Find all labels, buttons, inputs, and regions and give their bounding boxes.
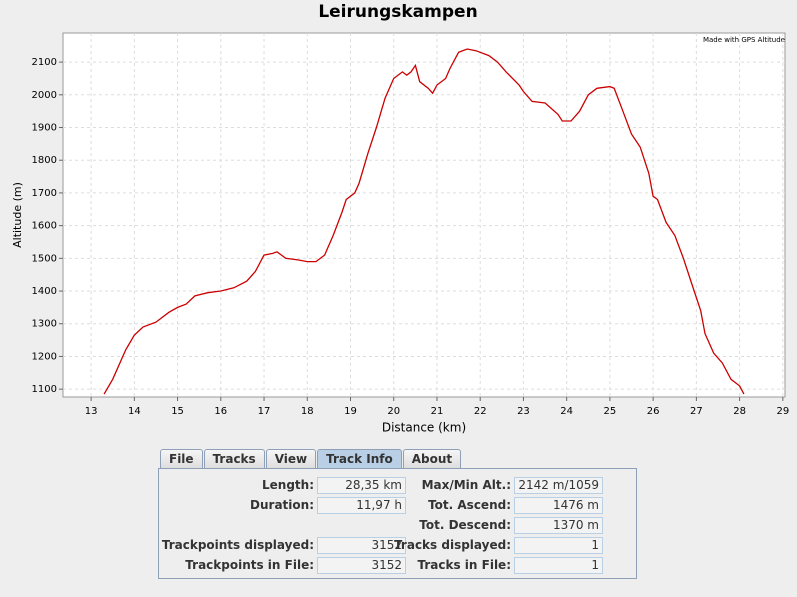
x-tick-label: 20 <box>387 406 400 417</box>
tab[interactable]: Track Info <box>317 449 402 469</box>
y-tick-label: 1600 <box>32 221 57 232</box>
x-axis-label: Distance (km) <box>382 421 466 435</box>
tab[interactable]: View <box>265 449 317 469</box>
y-tick-label: 2000 <box>32 90 57 101</box>
y-axis-label: Altitude (m) <box>11 182 24 248</box>
field-label: Length: <box>262 478 314 492</box>
x-tick-label: 23 <box>517 406 530 417</box>
field-value: 1 <box>514 557 603 574</box>
x-tick-label: 14 <box>128 406 141 417</box>
field-label: Duration: <box>250 498 314 512</box>
field-label: Tot. Ascend: <box>428 498 511 512</box>
field-label: Trackpoints displayed: <box>161 538 314 552</box>
tab[interactable]: About <box>402 449 462 469</box>
altitude-line <box>103 48 745 395</box>
x-tick-label: 24 <box>560 406 573 417</box>
x-tick-label: 25 <box>604 406 617 417</box>
x-tick-label: 26 <box>647 406 660 417</box>
y-tick-label: 1400 <box>32 286 57 297</box>
plot-area <box>62 32 786 398</box>
annotation: Made with GPS Altitude <box>703 36 785 44</box>
x-tick-label: 13 <box>85 406 98 417</box>
x-tick-label: 28 <box>733 406 746 417</box>
field-value: 3152 <box>317 537 406 554</box>
y-tick-label: 1300 <box>32 319 57 330</box>
chart-title: Leirungskampen <box>318 2 477 22</box>
field-label: Tracks in File: <box>417 558 512 572</box>
field-value: 1370 m <box>514 517 603 534</box>
y-tick-label: 2100 <box>32 57 57 68</box>
field-label: Max/Min Alt.: <box>421 478 511 492</box>
y-tick-label: 1500 <box>32 253 57 264</box>
y-tick-label: 1800 <box>32 155 57 166</box>
y-tick-label: 1900 <box>32 123 57 134</box>
info-panel: Length: 28,35 km Max/Min Alt.: 2142 m/1059 … <box>158 468 637 579</box>
y-tick-label: 1700 <box>32 188 57 199</box>
x-tick-label: 19 <box>344 406 357 417</box>
x-tick-label: 21 <box>431 406 444 417</box>
field-value: 1 <box>514 537 603 554</box>
tab-bar: File Tracks View Track Info About <box>160 449 462 469</box>
field-value: 3152 <box>317 557 406 574</box>
y-tick-label: 1200 <box>32 351 57 362</box>
x-tick-label: 29 <box>776 406 789 417</box>
x-tick-label: 15 <box>171 406 184 417</box>
x-tick-label: 17 <box>258 406 271 417</box>
tab[interactable]: Tracks <box>203 449 265 469</box>
field-value: 11,97 h <box>317 497 406 514</box>
field-label: Tracks displayed: <box>394 538 511 552</box>
field-value: 2142 m/1059 m <box>514 477 603 507</box>
x-tick-label: 16 <box>214 406 227 417</box>
field-label: Trackpoints in File: <box>185 558 314 572</box>
chart: Leirungskampen Made with GPS Altitude Di… <box>11 2 789 435</box>
tab[interactable]: File <box>160 449 203 469</box>
x-tick-label: 27 <box>690 406 703 417</box>
x-tick-label: 22 <box>474 406 487 417</box>
field-label: Tot. Descend: <box>419 518 511 532</box>
y-tick-label: 1100 <box>32 384 57 395</box>
field-value: 28,35 km <box>317 477 406 494</box>
field-value: 1476 m <box>514 497 603 514</box>
x-tick-label: 18 <box>301 406 314 417</box>
